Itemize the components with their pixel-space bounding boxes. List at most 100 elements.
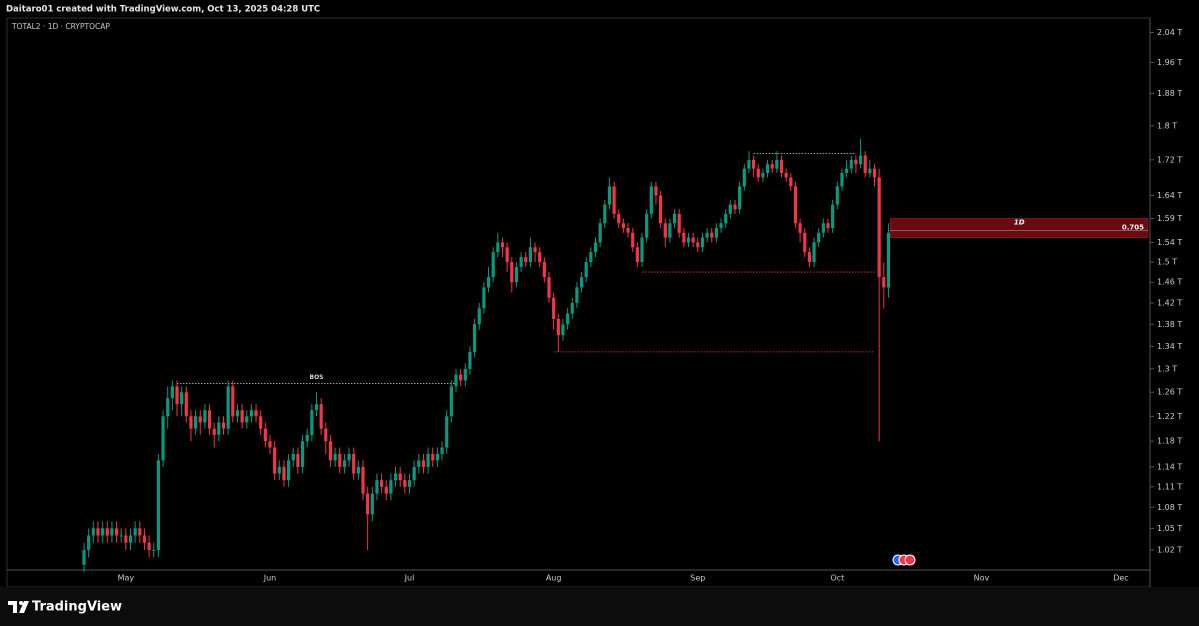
candle — [845, 159, 849, 178]
candle-body — [463, 368, 467, 381]
candle — [514, 262, 519, 288]
y-tick-label: 2.04 T — [1157, 28, 1182, 37]
candle-body — [421, 460, 426, 467]
candle-body — [217, 422, 221, 435]
candle — [817, 228, 821, 248]
candle — [854, 155, 858, 174]
candle — [212, 422, 216, 448]
candle-body — [235, 410, 240, 417]
candle-body — [393, 473, 398, 481]
candle-body — [454, 374, 458, 387]
candle-body — [296, 453, 300, 467]
candle-body — [510, 262, 514, 283]
candle — [254, 404, 258, 423]
y-tick-label: 1.34 T — [1157, 342, 1182, 351]
candle — [138, 521, 142, 543]
candle — [626, 223, 630, 238]
candle — [449, 380, 453, 423]
y-tick-label: 1.64 T — [1157, 191, 1182, 200]
candle-body — [682, 232, 686, 243]
candle-body — [105, 528, 109, 536]
candle-body — [547, 277, 551, 298]
y-tick-label: 1.46 T — [1157, 278, 1182, 287]
candle — [249, 404, 253, 423]
candle-body — [761, 173, 765, 178]
candle — [789, 173, 793, 191]
candle — [803, 228, 807, 258]
candle — [863, 151, 867, 178]
candle-body — [784, 173, 788, 178]
flags-icon — [892, 554, 916, 566]
candle — [598, 218, 602, 248]
candle — [640, 232, 644, 268]
candle — [547, 272, 551, 303]
candle — [849, 155, 853, 174]
candle-body — [724, 213, 728, 224]
candle — [319, 398, 323, 435]
candle — [356, 460, 360, 481]
candle-body — [180, 392, 184, 405]
y-tick-label: 1.8 T — [1157, 121, 1177, 130]
candle-body — [700, 237, 705, 248]
candle-body — [519, 257, 523, 268]
candle — [807, 247, 811, 268]
candle — [101, 521, 105, 543]
candle — [714, 223, 718, 243]
candle — [496, 232, 500, 258]
candle — [175, 380, 179, 417]
y-tick-label: 1.88 T — [1157, 89, 1182, 98]
candle-body — [640, 237, 644, 263]
candle-body — [491, 252, 495, 278]
candle — [593, 237, 598, 258]
candle-body — [552, 297, 556, 319]
candle-body — [807, 252, 811, 263]
candle-body — [287, 460, 291, 481]
candle-body — [91, 528, 95, 536]
candle-body — [138, 528, 142, 536]
candle-body — [858, 155, 863, 165]
candle — [524, 252, 528, 268]
candle — [724, 209, 728, 229]
candle — [821, 218, 825, 238]
candle-body — [412, 466, 416, 481]
candle-body — [82, 549, 86, 565]
candle — [659, 190, 663, 229]
candle-body — [793, 186, 798, 224]
y-tick-label: 1.22 T — [1157, 412, 1182, 421]
candle — [217, 416, 221, 442]
candle-body — [812, 242, 816, 263]
candle — [752, 155, 756, 178]
candle — [412, 460, 416, 487]
candle — [710, 228, 714, 243]
candle-body — [696, 242, 700, 248]
candle-body — [882, 277, 886, 288]
candle — [398, 466, 402, 487]
candle-body — [524, 257, 528, 263]
candle-body — [352, 453, 356, 474]
candle-body — [305, 434, 309, 442]
candle — [784, 168, 788, 182]
y-tick-label: 1.72 T — [1157, 155, 1182, 164]
candle-body — [589, 252, 593, 263]
candle-body — [575, 287, 579, 303]
candle-body — [561, 324, 565, 336]
candle — [403, 473, 407, 494]
candle — [370, 486, 374, 522]
candle — [477, 302, 481, 330]
candle-body — [617, 213, 621, 224]
candle — [82, 542, 86, 573]
candle — [300, 434, 305, 474]
y-tick-label: 1.14 T — [1157, 462, 1182, 471]
zone — [890, 218, 1149, 238]
candle — [287, 453, 291, 487]
candle-body — [124, 535, 128, 543]
candle-body — [212, 428, 216, 435]
candle-body — [417, 460, 421, 467]
candle-body — [133, 528, 137, 536]
candle-body — [482, 287, 486, 309]
candle — [463, 363, 467, 387]
candle — [761, 168, 765, 182]
candle — [366, 486, 370, 550]
